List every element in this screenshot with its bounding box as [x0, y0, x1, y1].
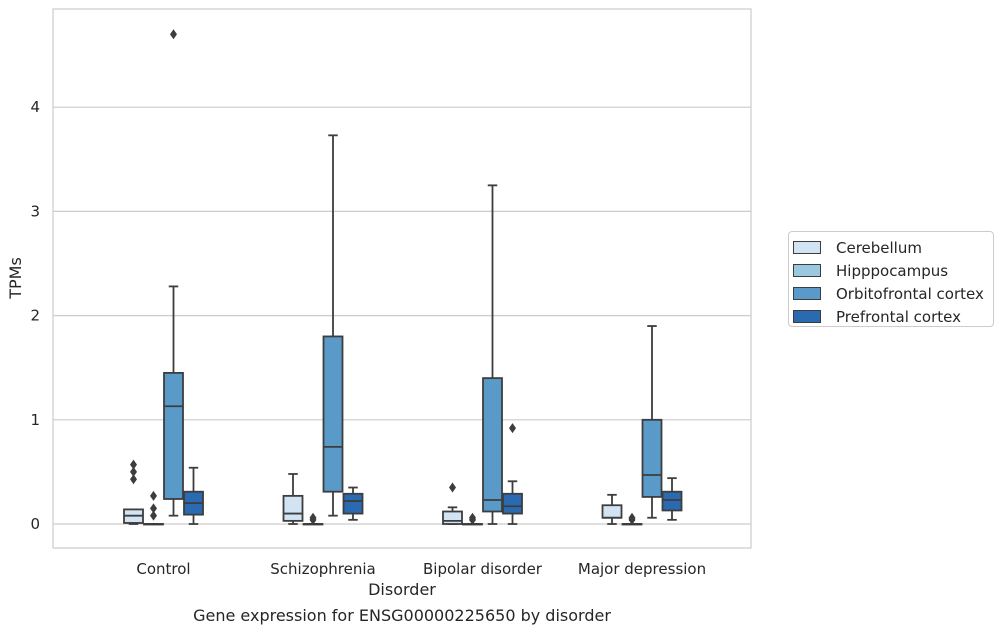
- box-prefrontal-cortex: [183, 466, 204, 525]
- outlier-point: [150, 510, 157, 521]
- y-axis-ticks: 0 1 2 3 4: [30, 98, 40, 533]
- outlier-point: [130, 466, 137, 477]
- box-hipppocampus: [621, 512, 643, 526]
- iqr-box: [282, 494, 304, 522]
- outlier-point: [130, 474, 137, 485]
- outlier-point: [130, 459, 137, 470]
- outlier-point: [150, 503, 157, 514]
- box-cerebellum: [123, 459, 144, 525]
- box-cerebellum: [282, 473, 304, 525]
- box-prefrontal-cortex: [502, 423, 523, 525]
- outlier-point: [469, 512, 476, 523]
- y-tick-label: 3: [30, 202, 40, 220]
- outlier-point: [628, 512, 636, 523]
- box-prefrontal-cortex: [342, 486, 364, 521]
- box-hipppocampus: [143, 490, 164, 526]
- chart-caption: Gene expression for ENSG00000225650 by d…: [193, 606, 611, 625]
- iqr-box: [442, 510, 463, 525]
- box-plot-marks: [123, 29, 683, 526]
- legend-label: Cerebellum: [836, 238, 922, 257]
- x-axis-label: Disorder: [368, 580, 436, 599]
- outlier-point: [509, 423, 516, 434]
- outlier-point: [309, 512, 317, 523]
- box-orbitofrontal-cortex: [641, 325, 663, 519]
- legend-swatch: [793, 241, 821, 254]
- iqr-box: [482, 377, 503, 513]
- iqr-box: [502, 492, 523, 515]
- iqr-box: [342, 492, 364, 515]
- legend-swatch: [793, 287, 821, 300]
- iqr-box: [661, 490, 683, 512]
- outlier-point: [170, 29, 177, 40]
- legend-item: Cerebellum: [793, 236, 993, 259]
- box-cerebellum: [601, 493, 623, 525]
- box-hipppocampus: [302, 512, 324, 526]
- legend-swatch: [793, 264, 821, 277]
- x-tick-label: Bipolar disorder: [423, 560, 543, 578]
- box-hipppocampus: [462, 512, 483, 526]
- y-tick-label: 1: [30, 411, 40, 429]
- legend: Cerebellum Hipppocampus Orbitofrontal cort…: [788, 231, 994, 327]
- legend-label: Hipppocampus: [836, 261, 949, 280]
- y-axis-label: TPMs: [6, 257, 25, 300]
- x-tick-label: Control: [136, 560, 190, 578]
- outlier-point: [150, 490, 157, 501]
- box-prefrontal-cortex: [661, 477, 683, 521]
- legend-item: Orbitofrontal cortex: [793, 282, 993, 305]
- legend-label: Orbitofrontal cortex: [836, 284, 984, 303]
- x-tick-label: Major depression: [578, 560, 706, 578]
- box-orbitofrontal-cortex: [322, 134, 344, 517]
- legend-item: Hipppocampus: [793, 259, 993, 282]
- iqr-box: [322, 335, 344, 493]
- x-axis-ticks: Control Schizophrenia Bipolar disorder Majo…: [136, 560, 706, 578]
- legend-label: Prefrontal cortex: [836, 307, 961, 326]
- iqr-box: [601, 504, 623, 519]
- box-orbitofrontal-cortex: [163, 29, 184, 517]
- box-orbitofrontal-cortex: [482, 184, 503, 525]
- legend-swatch: [793, 310, 821, 323]
- box-cerebellum: [442, 482, 463, 525]
- x-tick-label: Schizophrenia: [270, 560, 375, 578]
- iqr-box: [163, 372, 184, 500]
- outlier-point: [449, 482, 456, 493]
- y-tick-label: 0: [30, 515, 40, 533]
- y-tick-label: 4: [30, 98, 40, 116]
- y-tick-label: 2: [30, 307, 40, 325]
- plot-frame: [52, 8, 752, 549]
- legend-item: Prefrontal cortex: [793, 305, 993, 328]
- iqr-box: [641, 418, 663, 498]
